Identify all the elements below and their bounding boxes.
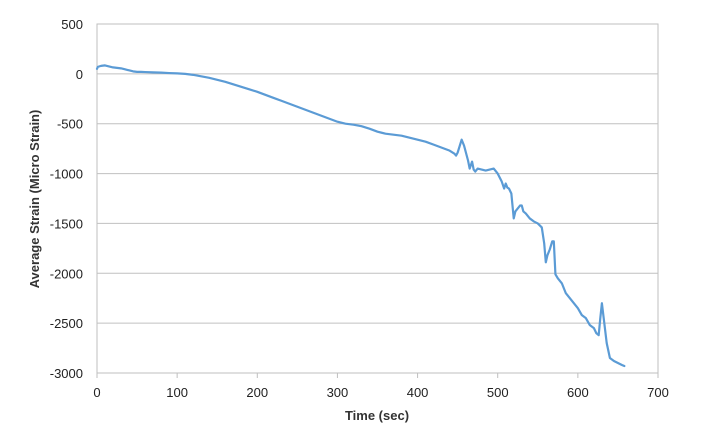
x-tick-label: 500 xyxy=(487,385,509,400)
series-line xyxy=(95,64,626,368)
y-axis-title: Average Strain (Micro Strain) xyxy=(27,110,42,289)
x-tick-label: 300 xyxy=(327,385,349,400)
y-tick-label: 0 xyxy=(76,67,83,82)
y-tick-label: -2500 xyxy=(50,316,83,331)
y-tick-label: -500 xyxy=(57,117,83,132)
x-tick-labels: 0 100 200 300 400 500 600 700 xyxy=(93,385,668,400)
x-tick-label: 0 xyxy=(93,385,100,400)
gridlines xyxy=(97,73,658,324)
y-tick-label: -2000 xyxy=(50,266,83,281)
y-tick-label: -1000 xyxy=(50,167,83,182)
y-tick-label: -1500 xyxy=(50,216,83,231)
y-tick-label: 500 xyxy=(61,17,83,32)
plot-area xyxy=(96,23,659,374)
x-tick-label: 200 xyxy=(246,385,268,400)
x-tick-label: 600 xyxy=(567,385,589,400)
axes xyxy=(96,373,659,378)
x-tick-label: 700 xyxy=(647,385,669,400)
y-tick-labels: 500 0 -500 -1000 -1500 -2000 -2500 -3000 xyxy=(50,17,83,381)
x-axis-title: Time (sec) xyxy=(345,408,409,423)
y-tick-label: -3000 xyxy=(50,366,83,381)
x-tick-label: 400 xyxy=(407,385,429,400)
x-tick-label: 100 xyxy=(166,385,188,400)
series xyxy=(95,64,626,368)
